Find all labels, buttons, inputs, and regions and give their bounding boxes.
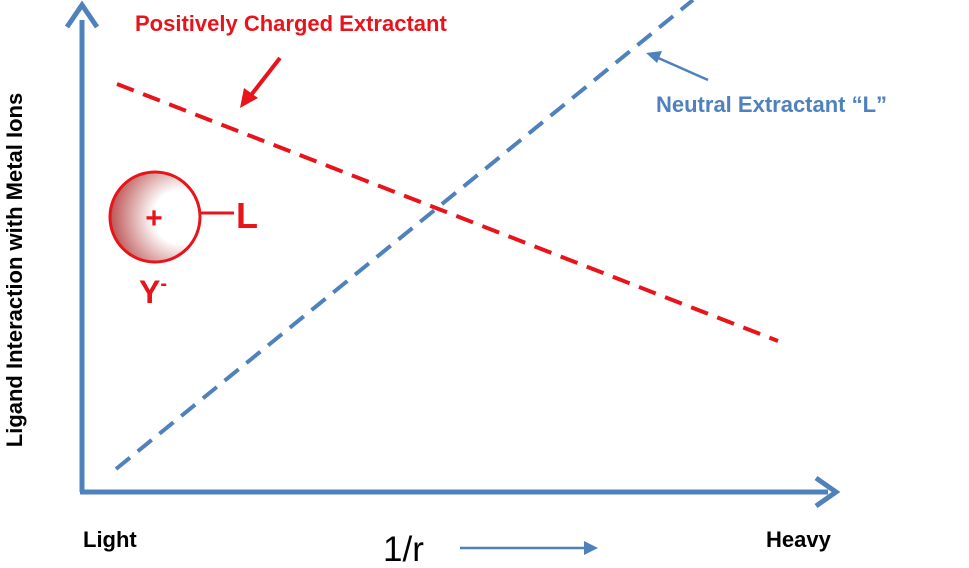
x-direction-arrow — [460, 541, 598, 555]
neutral-extractant-label: Neutral Extractant “L” — [656, 92, 887, 117]
x-axis-left-label: Light — [83, 527, 137, 552]
y-axis-arrowhead — [64, 0, 100, 29]
cation-plus-sign: + — [145, 202, 163, 235]
anion-symbol: Y- — [139, 273, 167, 310]
x-axis-arrowhead — [814, 475, 841, 509]
axes — [64, 0, 841, 509]
positive-extractant-line — [116, 82, 779, 343]
anion-base: Y — [139, 274, 160, 310]
cation-circle — [108, 170, 202, 264]
anion-charge: - — [160, 273, 167, 295]
x-axis-right-label: Heavy — [766, 527, 832, 552]
x-axis-title: 1/r — [383, 530, 424, 568]
ion-pair-symbol: + L Y- — [108, 170, 258, 310]
positive-label-arrow — [240, 56, 282, 108]
neutral-label-arrow — [646, 51, 709, 82]
positive-extractant-label: Positively Charged Extractant — [135, 11, 447, 36]
ligand-symbol: L — [236, 195, 258, 236]
neutral-extractant-line — [114, 0, 695, 471]
y-axis-title: Ligand Interaction with Metal Ions — [2, 93, 27, 447]
